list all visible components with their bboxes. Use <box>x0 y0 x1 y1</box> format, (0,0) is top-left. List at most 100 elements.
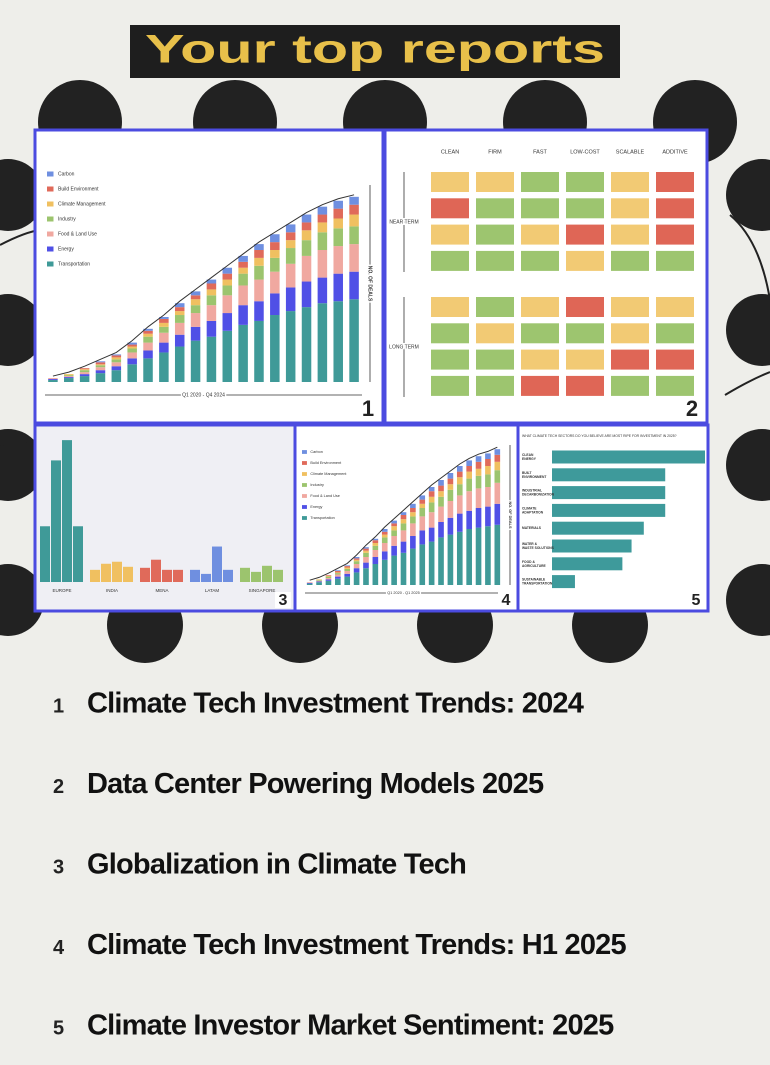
bar-segment <box>222 267 233 274</box>
bar <box>90 569 100 582</box>
matrix-cell <box>656 250 694 271</box>
bar-segment <box>438 480 444 486</box>
bar-segment <box>456 484 463 496</box>
bar-segment <box>428 487 435 492</box>
bar-segment <box>391 523 397 527</box>
bar-segment <box>419 516 426 531</box>
bar-segment <box>143 358 153 382</box>
matrix-cell <box>611 349 649 370</box>
matrix-cell <box>656 375 694 396</box>
thumbnails: Carbon Build Environment Climate Managemen… <box>33 128 710 613</box>
bar-segment <box>317 277 328 304</box>
bar-segment <box>325 579 332 581</box>
bar-segment <box>159 318 169 323</box>
bar-segment <box>372 543 379 546</box>
bar-segment <box>363 568 369 585</box>
bar-segment <box>285 224 296 233</box>
bar-segment <box>64 375 74 377</box>
bar-segment <box>174 311 185 316</box>
bar <box>552 557 623 571</box>
bar-segment <box>494 461 501 471</box>
bar-segment <box>254 279 264 302</box>
bar-segment <box>344 573 351 577</box>
bar-segment <box>428 502 435 513</box>
bar-segment <box>317 214 328 223</box>
bar-segment <box>419 544 426 585</box>
matrix-cell <box>611 323 649 344</box>
bar-segment <box>419 495 426 500</box>
group-label: INDIA <box>106 588 118 593</box>
report-number: 5 <box>53 1017 64 1039</box>
matrix-cell <box>656 297 694 317</box>
bar-segment <box>317 206 328 215</box>
report-title: Climate Tech Investment Trends: 2024 <box>87 688 584 720</box>
report-title: Climate Tech Investment Trends: H1 2025 <box>87 929 626 961</box>
bar-segment <box>381 534 388 538</box>
bar-segment <box>64 374 74 376</box>
bar-segment <box>301 307 312 382</box>
bar-segment <box>316 580 322 582</box>
matrix-cell <box>566 375 604 396</box>
bar-segment <box>438 491 444 497</box>
bar-segment <box>335 573 341 575</box>
category-label: CLIMATE ADAPTATION <box>522 506 544 514</box>
matrix-cell <box>656 349 694 370</box>
report-title: Globalization in Climate Tech <box>87 849 466 881</box>
bar-segment <box>475 461 482 469</box>
group-label: LATAM <box>205 588 220 593</box>
thumbnail-bg <box>33 423 297 613</box>
bar-segment <box>270 234 280 243</box>
column-header: FAST <box>533 149 547 155</box>
bar <box>240 567 250 582</box>
bar-segment <box>381 529 388 532</box>
bar-segment <box>127 344 137 347</box>
bar-segment <box>254 320 264 382</box>
bar <box>51 460 61 582</box>
bar-segment <box>206 320 217 337</box>
bar-segment <box>410 523 416 536</box>
bar-segment <box>95 364 106 366</box>
matrix-cell <box>476 323 514 344</box>
matrix-cell <box>521 250 559 271</box>
matrix-cell <box>611 250 649 271</box>
bar-segment <box>494 470 501 483</box>
bar-segment <box>316 581 322 583</box>
bar-segment <box>206 289 217 296</box>
legend-swatch <box>47 186 54 192</box>
bar-segment <box>447 484 454 490</box>
matrix-cell <box>566 349 604 370</box>
bar-segment <box>190 295 201 300</box>
bar-segment <box>466 478 472 492</box>
bar-segment <box>270 242 280 251</box>
legend-label: Energy <box>58 246 74 252</box>
bar-segment <box>438 485 444 492</box>
bar-segment <box>475 468 482 476</box>
bar-segment <box>456 466 463 472</box>
legend-label: Industry <box>58 216 76 222</box>
bar-segment <box>428 496 435 503</box>
bar-segment <box>353 559 360 562</box>
bar-segment <box>143 328 153 331</box>
group-label: EUROPE <box>52 588 71 593</box>
bar <box>552 503 666 517</box>
bar-segment <box>381 531 388 535</box>
bar-segment <box>349 196 359 205</box>
matrix-cell <box>566 198 604 219</box>
bar-segment <box>410 536 416 549</box>
bar-segment <box>206 283 217 290</box>
matrix-cell <box>431 224 469 245</box>
bar-segment <box>349 204 359 215</box>
bar-segment <box>111 370 122 382</box>
bar-segment <box>222 330 233 382</box>
bar-segment <box>363 562 369 569</box>
legend-label: Build Environment <box>58 186 99 192</box>
bar-segment <box>333 246 343 274</box>
badge-number: 2 <box>686 396 698 421</box>
legend-swatch <box>47 231 54 237</box>
legend-label: Build Environment <box>310 461 342 465</box>
bar-segment <box>325 578 332 580</box>
bar-segment <box>466 491 472 511</box>
report-list: 1 Climate Tech Investment Trends: 2024 2 Da… <box>53 688 627 1042</box>
bar-segment <box>48 380 58 382</box>
bar-segment <box>190 299 201 306</box>
